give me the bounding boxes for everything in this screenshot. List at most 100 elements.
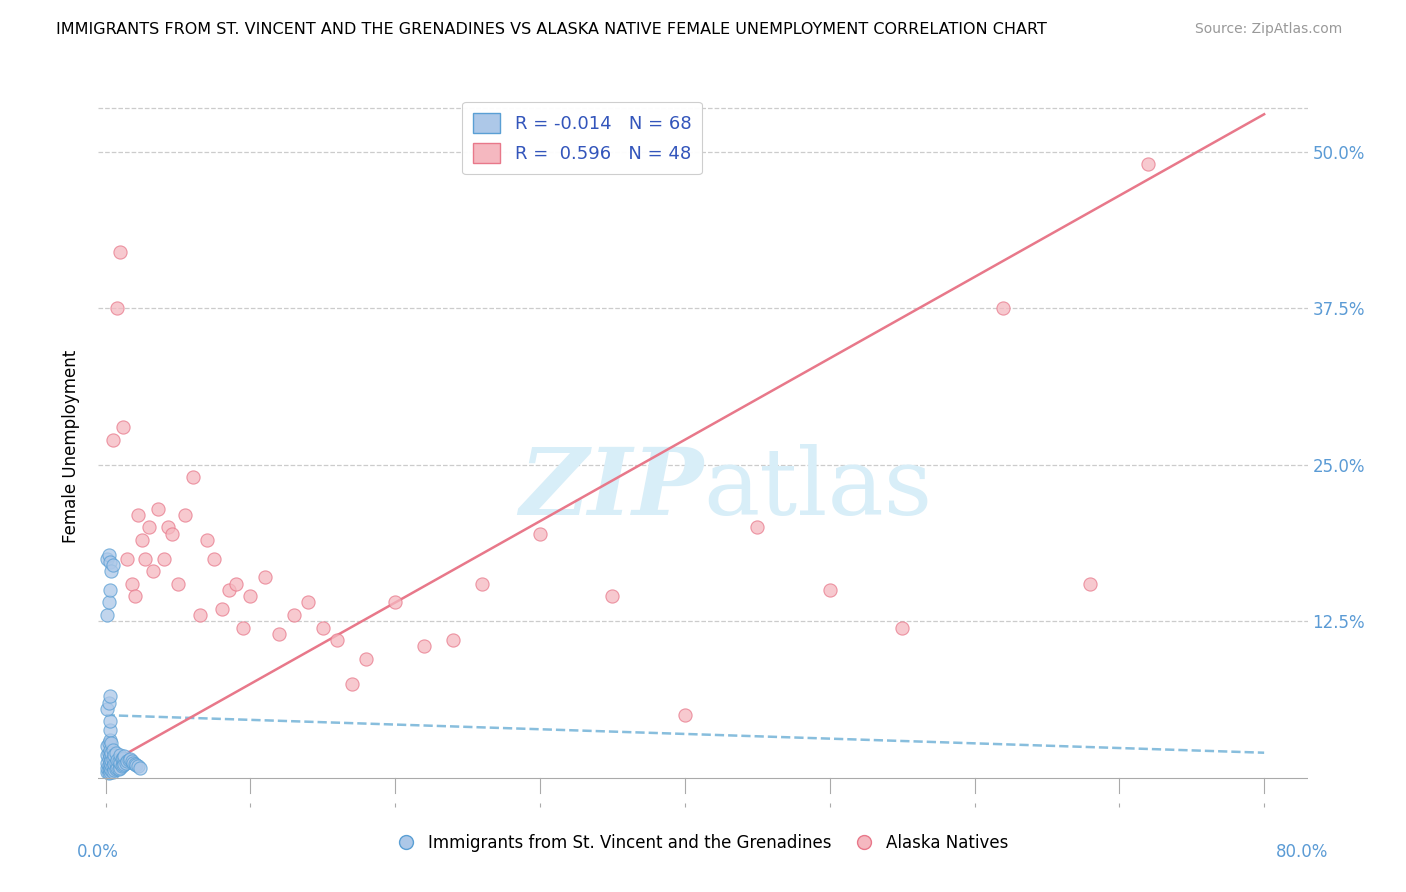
Point xyxy=(162,526,184,541)
Point xyxy=(101,558,124,572)
Point xyxy=(101,752,124,766)
Point xyxy=(105,753,128,767)
Point xyxy=(103,764,125,778)
Point xyxy=(112,750,135,764)
Point xyxy=(125,758,148,772)
Point xyxy=(356,652,378,666)
Text: ZIP: ZIP xyxy=(519,444,703,533)
Point xyxy=(118,753,141,767)
Point xyxy=(97,736,120,750)
Point xyxy=(127,508,149,522)
Point xyxy=(98,756,121,770)
Point xyxy=(269,627,291,641)
Point xyxy=(283,607,305,622)
Point xyxy=(131,533,153,547)
Point xyxy=(127,759,149,773)
Point xyxy=(1080,576,1102,591)
Point xyxy=(225,576,247,591)
Point xyxy=(103,756,125,771)
Point xyxy=(110,759,132,773)
Point xyxy=(218,582,240,597)
Point xyxy=(97,595,120,609)
Point xyxy=(97,548,120,562)
Point xyxy=(98,723,121,738)
Point xyxy=(98,582,121,597)
Point xyxy=(120,752,142,766)
Point xyxy=(98,733,121,747)
Point xyxy=(107,762,129,776)
Point xyxy=(138,520,160,534)
Point xyxy=(188,607,211,622)
Point xyxy=(673,708,696,723)
Point xyxy=(100,753,122,767)
Point xyxy=(96,739,118,754)
Point xyxy=(112,758,135,772)
Point xyxy=(101,759,124,773)
Point xyxy=(97,762,120,776)
Point xyxy=(1137,157,1160,171)
Point xyxy=(115,756,138,770)
Point xyxy=(100,736,122,750)
Point xyxy=(103,748,125,763)
Point xyxy=(105,761,128,775)
Point xyxy=(100,764,122,778)
Point xyxy=(312,621,335,635)
Point xyxy=(100,758,122,772)
Point xyxy=(602,589,624,603)
Text: atlas: atlas xyxy=(703,444,932,533)
Point xyxy=(239,589,262,603)
Point xyxy=(747,520,769,534)
Point xyxy=(100,746,122,760)
Point xyxy=(98,743,121,757)
Point xyxy=(98,714,121,729)
Point xyxy=(104,746,127,760)
Point xyxy=(108,244,131,259)
Point xyxy=(108,756,131,770)
Point xyxy=(114,749,136,764)
Point xyxy=(98,764,121,779)
Point xyxy=(114,756,136,771)
Point xyxy=(384,595,406,609)
Point xyxy=(129,761,152,775)
Text: IMMIGRANTS FROM ST. VINCENT AND THE GRENADINES VS ALASKA NATIVE FEMALE UNEMPLOYM: IMMIGRANTS FROM ST. VINCENT AND THE GREN… xyxy=(56,22,1047,37)
Point xyxy=(96,756,118,770)
Text: Source: ZipAtlas.com: Source: ZipAtlas.com xyxy=(1195,22,1343,37)
Point xyxy=(146,501,169,516)
Point xyxy=(96,551,118,566)
Point xyxy=(100,564,122,578)
Point xyxy=(471,576,494,591)
Point xyxy=(98,761,121,775)
Y-axis label: Female Unemployment: Female Unemployment xyxy=(62,350,80,542)
Point xyxy=(297,595,319,609)
Point xyxy=(340,677,363,691)
Text: 0.0%: 0.0% xyxy=(77,843,120,861)
Point xyxy=(105,301,128,316)
Point xyxy=(97,746,120,760)
Point xyxy=(98,690,121,704)
Point xyxy=(96,702,118,716)
Point xyxy=(121,576,143,591)
Point xyxy=(156,520,179,534)
Point xyxy=(112,420,135,434)
Point xyxy=(121,755,143,769)
Point xyxy=(117,551,139,566)
Legend: Immigrants from St. Vincent and the Grenadines, Alaska Natives: Immigrants from St. Vincent and the Gren… xyxy=(391,828,1015,859)
Point xyxy=(134,551,156,566)
Point xyxy=(101,764,124,779)
Point xyxy=(174,508,197,522)
Point xyxy=(232,621,254,635)
Point xyxy=(181,470,204,484)
Point xyxy=(202,551,225,566)
Point xyxy=(110,752,132,766)
Point xyxy=(97,758,120,772)
Point xyxy=(326,633,349,648)
Point xyxy=(97,765,120,780)
Point xyxy=(101,433,124,447)
Point xyxy=(211,601,233,615)
Point xyxy=(891,621,914,635)
Point xyxy=(107,755,129,769)
Point xyxy=(96,607,118,622)
Point xyxy=(101,743,124,757)
Point xyxy=(96,748,118,763)
Point xyxy=(993,301,1015,316)
